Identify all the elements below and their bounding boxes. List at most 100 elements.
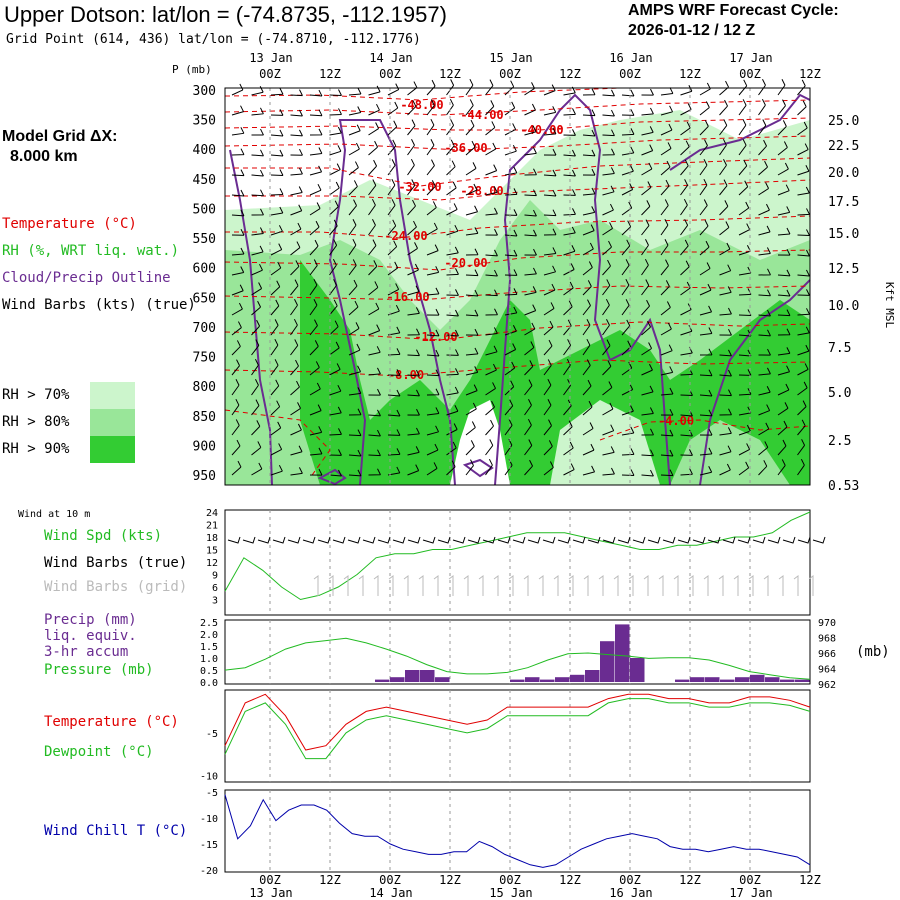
wind-barb	[426, 462, 438, 476]
wind-barb	[251, 189, 264, 197]
legend-wind: Wind Barbs (kts) (true)	[2, 297, 196, 313]
wind-barb-true	[782, 536, 796, 544]
isotherm-4	[224, 409, 811, 479]
wind-barb	[699, 178, 708, 196]
wind-barb	[660, 160, 671, 176]
wind-barb-grid	[388, 575, 394, 596]
pressure-tick-right: 964	[818, 665, 836, 676]
wind-barb	[368, 159, 378, 176]
wind-barb	[485, 382, 496, 396]
wind-barb	[777, 365, 790, 376]
wind-barb	[582, 129, 596, 137]
pressure-axis-label: P (mb)	[172, 63, 212, 76]
wind-barb	[699, 348, 713, 356]
wind-barb	[602, 446, 615, 456]
pressure-line	[224, 637, 811, 680]
wind-barb-grid	[373, 575, 379, 596]
wind-barb	[290, 402, 301, 416]
kft-tick: 10.0	[828, 299, 859, 314]
wind-barb	[270, 129, 284, 137]
wind-barb	[251, 245, 264, 256]
wind-barb	[446, 181, 457, 196]
wind-barb	[251, 208, 264, 216]
wind-barb	[602, 89, 615, 97]
wind-barb	[524, 82, 535, 96]
wind-barb-grid	[508, 575, 514, 596]
isotherms	[224, 87, 811, 479]
wind-barb	[231, 127, 245, 136]
wind-barb	[563, 108, 576, 116]
wind-barb	[348, 199, 357, 216]
wind-barb	[368, 281, 379, 296]
wind-barb	[758, 225, 771, 236]
precip-panel-frame	[224, 619, 811, 685]
wind-barb	[387, 219, 397, 236]
wind-barb	[407, 349, 420, 357]
isotherm-label: -8.00	[388, 368, 424, 382]
wind-barb	[465, 162, 477, 176]
wind-barb-true	[242, 536, 256, 544]
wind-barb	[329, 341, 340, 356]
wind-barb	[563, 399, 572, 416]
wind-barb	[309, 202, 321, 216]
wind-barb	[231, 105, 244, 116]
wind-barb	[641, 200, 651, 216]
wind-barb-true	[587, 536, 601, 544]
wind-barb	[621, 278, 630, 296]
wind-barb	[719, 264, 732, 276]
wind-barb	[309, 239, 319, 256]
wind-barb	[699, 327, 713, 336]
wind-barb	[602, 467, 615, 476]
time-tick-top: 00Z	[259, 67, 281, 81]
wind-barb-true	[812, 536, 826, 544]
wind-tick: 24	[206, 508, 218, 519]
wind-barb	[290, 241, 301, 256]
wind-barb	[309, 382, 321, 396]
kft-tick: 5.0	[828, 386, 851, 401]
wind-barb	[777, 184, 790, 196]
wind-barb	[465, 227, 479, 236]
time-tick-bottom: 12Z	[559, 873, 581, 887]
wind-barb	[309, 89, 323, 97]
wind-barb	[270, 188, 284, 196]
wind-barb	[309, 259, 318, 276]
wc-tick: -10	[200, 814, 218, 825]
wind-barb	[719, 138, 727, 156]
precip-bar	[675, 679, 690, 682]
wind-barb	[485, 419, 494, 436]
wind-barb	[465, 421, 476, 436]
wind-barb	[777, 99, 786, 116]
wind-barb-grid	[463, 575, 469, 596]
model-grid-value: 8.000 km	[10, 148, 78, 165]
wind-barb	[582, 443, 595, 456]
wind-barb	[251, 441, 262, 456]
wind-barb	[329, 145, 342, 156]
wind-barb	[368, 239, 377, 256]
wind-barb	[368, 429, 381, 437]
wind-barb	[563, 169, 576, 177]
wind-barb-true	[677, 536, 691, 544]
wind-barb	[348, 300, 359, 316]
cloud-outline-4	[669, 93, 811, 171]
wind-barb	[738, 180, 749, 196]
rh90-region	[300, 260, 810, 485]
time-tick-bottom: 00Z	[499, 873, 521, 887]
precip-bar	[390, 677, 405, 682]
isotherm-12	[224, 321, 811, 341]
wind-barb	[777, 227, 791, 236]
wind-barb	[641, 126, 654, 136]
time-tick-bottom: 00Z	[619, 873, 641, 887]
precip-tick: 1.5	[200, 642, 218, 653]
cloud-outline-2	[328, 119, 456, 486]
wind-barb	[680, 219, 689, 236]
time-tick-top: 00Z	[739, 67, 761, 81]
wind-barb	[290, 380, 300, 396]
wind-barb	[602, 222, 613, 236]
wind-barb	[797, 363, 809, 376]
wind-barb	[309, 340, 319, 356]
wind-barb	[680, 239, 689, 256]
wind-tick: 21	[206, 521, 218, 532]
wind-barb	[602, 185, 615, 196]
wind-barb	[563, 129, 576, 136]
wind-barb	[543, 148, 557, 156]
